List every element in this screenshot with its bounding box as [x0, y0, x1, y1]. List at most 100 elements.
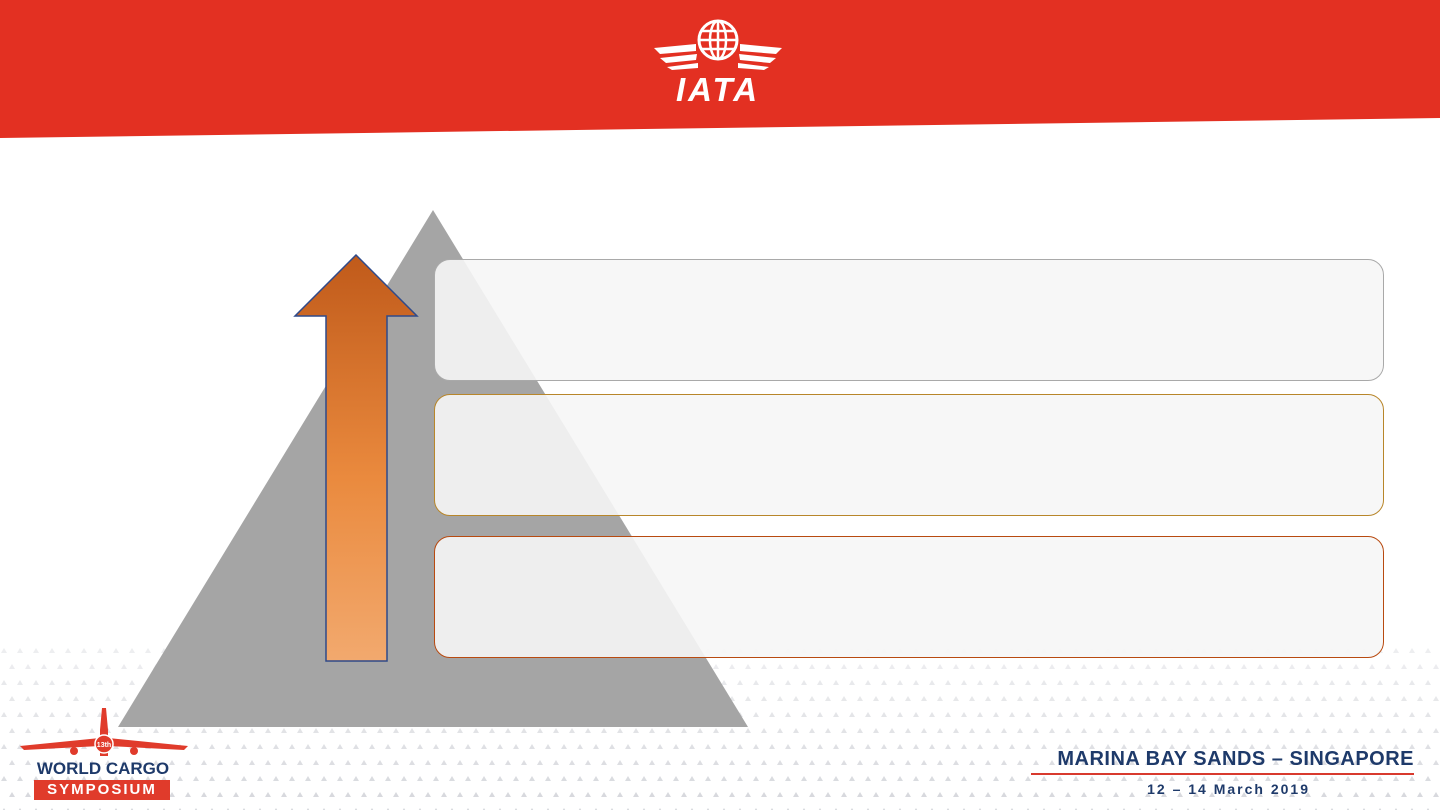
- pattern-dot: [321, 744, 327, 749]
- event-title-line1: WORLD CARGO: [36, 759, 170, 778]
- pattern-dot: [1145, 728, 1151, 733]
- pattern-dot: [809, 760, 815, 765]
- pattern-dot: [985, 728, 991, 733]
- pattern-dot: [537, 760, 543, 765]
- pattern-dot: [1033, 792, 1039, 797]
- pattern-dot: [1369, 792, 1375, 797]
- pattern-dot: [113, 648, 119, 653]
- pattern-dot: [825, 696, 831, 701]
- pattern-dot: [73, 696, 79, 701]
- pattern-dot: [585, 728, 591, 733]
- pattern-dot: [1329, 680, 1335, 685]
- pattern-dot: [945, 712, 951, 717]
- pattern-dot: [1065, 728, 1071, 733]
- pattern-dot: [377, 728, 383, 733]
- pattern-dot: [361, 792, 367, 797]
- pattern-dot: [25, 696, 31, 701]
- pattern-dot: [585, 792, 591, 797]
- pattern-dot: [1121, 712, 1127, 717]
- pattern-dot: [345, 728, 351, 733]
- pattern-dot: [577, 776, 583, 781]
- pattern-dot: [201, 792, 207, 797]
- pattern-dot: [625, 776, 631, 781]
- event-badge-text: 13th: [97, 742, 111, 749]
- pattern-dot: [1089, 776, 1095, 781]
- pattern-dot: [1313, 680, 1319, 685]
- pattern-dot: [209, 744, 215, 749]
- pattern-dot: [1153, 680, 1159, 685]
- pattern-dot: [1313, 744, 1319, 749]
- pattern-dot: [1321, 664, 1327, 669]
- pattern-dot: [681, 760, 687, 765]
- pattern-dot: [761, 728, 767, 733]
- pattern-dot: [9, 792, 15, 797]
- pattern-dot: [473, 760, 479, 765]
- pattern-dot: [961, 712, 967, 717]
- pattern-dot: [113, 744, 119, 749]
- pattern-dot: [1353, 696, 1359, 701]
- pattern-dot: [913, 776, 919, 781]
- pattern-dot: [1081, 696, 1087, 701]
- pattern-dot: [865, 776, 871, 781]
- pattern-dot: [561, 744, 567, 749]
- pattern-dot: [1385, 696, 1391, 701]
- venue-text: MARINA BAY SANDS – SINGAPORE: [1057, 748, 1414, 770]
- pattern-dot: [713, 792, 719, 797]
- pattern-dot: [1041, 680, 1047, 685]
- pattern-dot: [529, 744, 535, 749]
- pattern-dot: [481, 776, 487, 781]
- pattern-dot: [569, 728, 575, 733]
- pattern-dot: [281, 792, 287, 797]
- pattern-dot: [897, 712, 903, 717]
- pattern-dot: [673, 744, 679, 749]
- pattern-dot: [81, 648, 87, 653]
- pattern-dot: [1001, 728, 1007, 733]
- pattern-dot: [1409, 776, 1415, 781]
- pattern-dot: [1145, 792, 1151, 797]
- pattern-dot: [33, 776, 39, 781]
- pattern-dot: [737, 744, 743, 749]
- pattern-dot: [857, 664, 863, 669]
- pattern-dot: [905, 792, 911, 797]
- pattern-dot: [225, 776, 231, 781]
- pattern-dot: [977, 712, 983, 717]
- pattern-dot: [657, 744, 663, 749]
- pattern-dot: [1409, 648, 1415, 653]
- pattern-dot: [1385, 664, 1391, 669]
- pattern-dot: [1417, 696, 1423, 701]
- pattern-dot: [1225, 664, 1231, 669]
- pattern-dot: [889, 664, 895, 669]
- pattern-dot: [425, 728, 431, 733]
- pattern-dot: [577, 744, 583, 749]
- pattern-dot: [601, 760, 607, 765]
- pattern-dot: [681, 728, 687, 733]
- pattern-dot: [1249, 776, 1255, 781]
- pattern-dot: [161, 776, 167, 781]
- pattern-dot: [665, 728, 671, 733]
- pattern-dot: [713, 664, 719, 669]
- pattern-dot: [1377, 744, 1383, 749]
- pattern-dot: [1289, 664, 1295, 669]
- pattern-dot: [1305, 728, 1311, 733]
- pattern-dot: [1, 680, 7, 685]
- pattern-dot: [1161, 792, 1167, 797]
- pattern-dot: [1177, 728, 1183, 733]
- pattern-dot: [417, 744, 423, 749]
- pattern-dot: [1113, 760, 1119, 765]
- pattern-dot: [1201, 712, 1207, 717]
- pattern-dot: [937, 728, 943, 733]
- pattern-dot: [721, 680, 727, 685]
- pattern-dot: [1329, 712, 1335, 717]
- pattern-dot: [409, 760, 415, 765]
- pattern-dot: [1129, 728, 1135, 733]
- pattern-dot: [609, 776, 615, 781]
- pattern-dot: [1321, 696, 1327, 701]
- pattern-dot: [993, 776, 999, 781]
- pattern-dot: [1241, 760, 1247, 765]
- pattern-dot: [1185, 712, 1191, 717]
- pattern-dot: [1097, 760, 1103, 765]
- pattern-dot: [705, 744, 711, 749]
- pattern-dot: [1009, 744, 1015, 749]
- pattern-dot: [33, 648, 39, 653]
- pattern-dot: [1385, 792, 1391, 797]
